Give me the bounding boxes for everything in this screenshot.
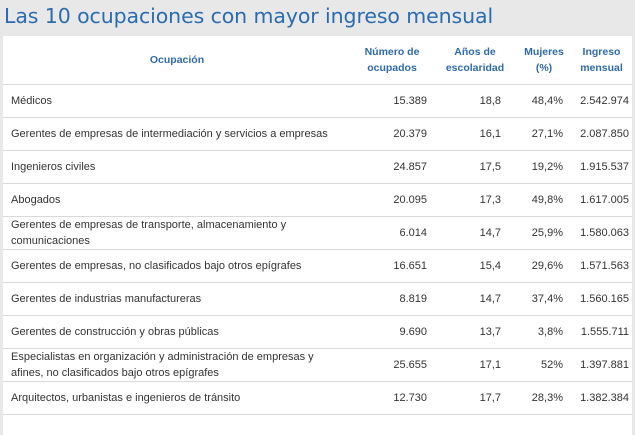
cell-ingreso: 1.555.711 bbox=[571, 315, 632, 349]
cell-escolaridad: 17,1 bbox=[433, 348, 517, 382]
table-panel: Ocupación Número de ocupados Años de esc… bbox=[3, 36, 632, 435]
cell-ocupados: 9.690 bbox=[351, 315, 433, 349]
page-title: Las 10 ocupaciones con mayor ingreso men… bbox=[4, 4, 494, 28]
cell-ocupados: 20.379 bbox=[351, 117, 433, 151]
cell-mujeres: 49,8% bbox=[517, 183, 571, 217]
header-mujeres[interactable]: Mujeres (%) bbox=[517, 36, 571, 85]
cell-ocupados: 12.730 bbox=[351, 381, 433, 415]
cell-ingreso: 1.617.005 bbox=[571, 183, 632, 217]
table-row: Especialistas en organización y administ… bbox=[3, 348, 632, 382]
cell-ingreso: 1.382.384 bbox=[571, 381, 632, 415]
table-row: Gerentes de industrias manufactureras 8.8… bbox=[3, 282, 632, 316]
cell-ocupacion: Gerentes de empresas de intermediación y… bbox=[3, 117, 351, 151]
table-row: Arquitectos, urbanistas e ingenieros de … bbox=[3, 381, 632, 415]
table-row: Ingenieros civiles 24.857 17,5 19,2% 1.915.5… bbox=[3, 150, 632, 184]
cell-mujeres: 3,8% bbox=[517, 315, 571, 349]
cell-ocupacion: Gerentes de industrias manufactureras bbox=[3, 282, 351, 316]
cell-mujeres: 29,6% bbox=[517, 249, 571, 283]
cell-ocupados: 6.014 bbox=[351, 216, 433, 250]
cell-escolaridad: 17,5 bbox=[433, 150, 517, 184]
cell-mujeres: 28,3% bbox=[517, 381, 571, 415]
cell-ocupacion: Abogados bbox=[3, 183, 351, 217]
cell-ocupados: 15.389 bbox=[351, 84, 433, 118]
cell-mujeres: 52% bbox=[517, 348, 571, 382]
cell-mujeres: 25,9% bbox=[517, 216, 571, 250]
cell-ingreso: 2.087.850 bbox=[571, 117, 632, 151]
cell-mujeres: 37,4% bbox=[517, 282, 571, 316]
cell-ocupacion: Gerentes de construcción y obras pública… bbox=[3, 315, 351, 349]
header-ocupados[interactable]: Número de ocupados bbox=[351, 36, 433, 85]
cell-mujeres: 19,2% bbox=[517, 150, 571, 184]
header-escolaridad[interactable]: Años de escolaridad bbox=[433, 36, 517, 85]
cell-ocupados: 8.819 bbox=[351, 282, 433, 316]
table-row: Gerentes de empresas, no clasificados ba… bbox=[3, 249, 632, 283]
cell-ocupacion: Ingenieros civiles bbox=[3, 150, 351, 184]
cell-escolaridad: 17,3 bbox=[433, 183, 517, 217]
cell-ocupacion: Arquitectos, urbanistas e ingenieros de … bbox=[3, 381, 351, 415]
table-header-row: Ocupación Número de ocupados Años de esc… bbox=[3, 36, 632, 85]
cell-ingreso: 1.560.165 bbox=[571, 282, 632, 316]
cell-escolaridad: 14,7 bbox=[433, 216, 517, 250]
cell-escolaridad: 18,8 bbox=[433, 84, 517, 118]
cell-ocupados: 16.651 bbox=[351, 249, 433, 283]
occupations-table: Ocupación Número de ocupados Años de esc… bbox=[3, 36, 632, 415]
cell-mujeres: 48,4% bbox=[517, 84, 571, 118]
table-row: Gerentes de construcción y obras pública… bbox=[3, 315, 632, 349]
cell-ocupacion: Gerentes de empresas, no clasificados ba… bbox=[3, 249, 351, 283]
cell-ocupacion: Médicos bbox=[3, 84, 351, 118]
table-row: Abogados 20.095 17,3 49,8% 1.617.005 bbox=[3, 183, 632, 217]
cell-ingreso: 1.571.563 bbox=[571, 249, 632, 283]
cell-escolaridad: 15,4 bbox=[433, 249, 517, 283]
table-row: Gerentes de empresas de intermediación y… bbox=[3, 117, 632, 151]
cell-ingreso: 1.397.881 bbox=[571, 348, 632, 382]
cell-ingreso: 1.580.063 bbox=[571, 216, 632, 250]
cell-ocupados: 25.655 bbox=[351, 348, 433, 382]
cell-ocupacion: Especialistas en organización y administ… bbox=[3, 348, 351, 382]
cell-escolaridad: 16,1 bbox=[433, 117, 517, 151]
cell-mujeres: 27,1% bbox=[517, 117, 571, 151]
cell-ocupados: 20.095 bbox=[351, 183, 433, 217]
table-row: Gerentes de empresas de transporte, alma… bbox=[3, 216, 632, 250]
table-row: Médicos 15.389 18,8 48,4% 2.542.974 bbox=[3, 84, 632, 118]
cell-ingreso: 2.542.974 bbox=[571, 84, 632, 118]
cell-ocupacion: Gerentes de empresas de transporte, alma… bbox=[3, 216, 351, 250]
cell-ingreso: 1.915.537 bbox=[571, 150, 632, 184]
header-ocupacion[interactable]: Ocupación bbox=[3, 36, 351, 85]
cell-ocupados: 24.857 bbox=[351, 150, 433, 184]
cell-escolaridad: 13,7 bbox=[433, 315, 517, 349]
header-ingreso[interactable]: Ingreso mensual bbox=[571, 36, 632, 85]
cell-escolaridad: 14,7 bbox=[433, 282, 517, 316]
cell-escolaridad: 17,7 bbox=[433, 381, 517, 415]
